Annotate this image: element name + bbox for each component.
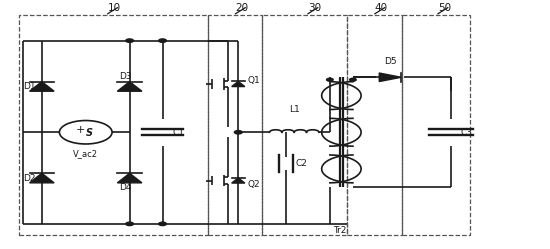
Text: D1: D1 [23,82,35,91]
Text: Tr2: Tr2 [333,226,346,235]
Polygon shape [232,178,245,183]
Circle shape [126,39,134,42]
Bar [19,15,208,235]
Text: 20: 20 [235,2,249,12]
Circle shape [350,78,356,81]
Circle shape [234,130,242,134]
Circle shape [159,222,166,226]
Text: Q1: Q1 [247,76,260,85]
Circle shape [327,78,333,81]
Circle shape [126,222,134,226]
Polygon shape [379,73,401,82]
Text: D2: D2 [23,174,35,183]
Text: 40: 40 [375,2,388,12]
Text: Q2: Q2 [247,180,260,189]
Bar [347,15,402,235]
Bar [402,15,470,235]
Polygon shape [232,81,245,87]
Text: V_ac2: V_ac2 [73,149,98,158]
Text: 10: 10 [108,2,121,12]
Text: D3: D3 [119,72,131,81]
Polygon shape [30,173,54,183]
Bar [262,15,347,235]
Polygon shape [117,82,142,91]
Text: +: + [75,125,85,135]
Text: C3: C3 [460,128,472,137]
Text: S: S [85,128,92,138]
Polygon shape [117,173,142,183]
Text: C1: C1 [172,128,184,137]
Text: D5: D5 [384,57,397,66]
Text: 50: 50 [438,2,451,12]
Polygon shape [30,82,54,91]
Text: 30: 30 [308,2,321,12]
Text: D4: D4 [119,183,131,192]
Bar [208,15,262,235]
Text: L1: L1 [289,105,300,114]
Circle shape [159,39,166,42]
Text: C2: C2 [296,159,307,168]
